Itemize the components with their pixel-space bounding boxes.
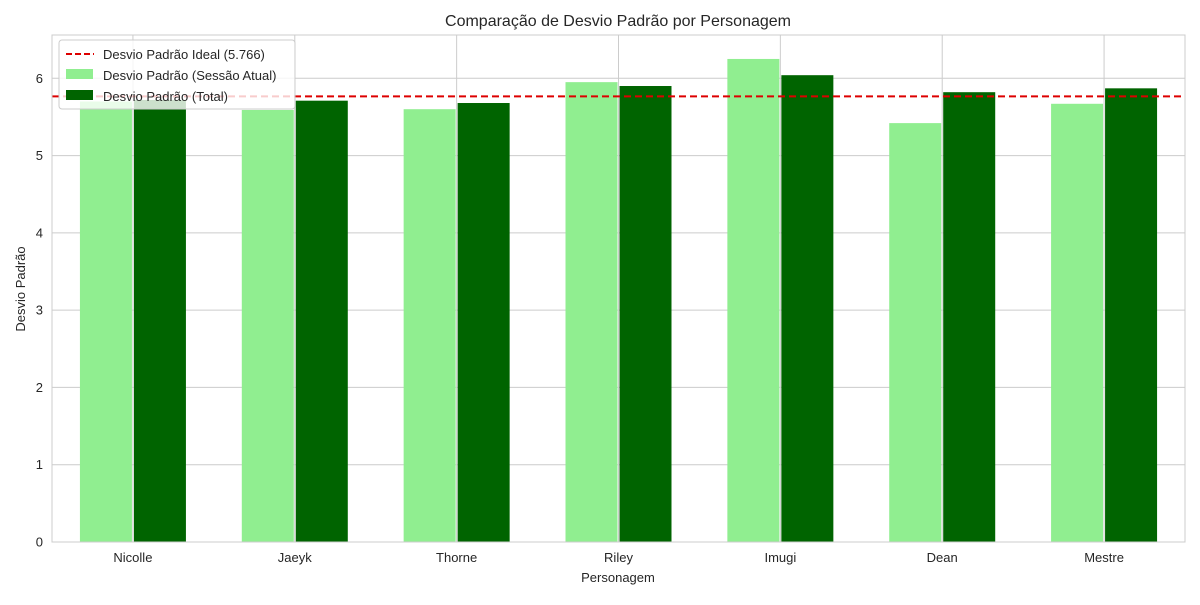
bars [79, 58, 1158, 543]
bar-series-1-nicolle [133, 99, 186, 543]
y-tick-label: 5 [36, 148, 43, 163]
y-tick-label: 6 [36, 71, 43, 86]
legend-label-reference: Desvio Padrão Ideal (5.766) [103, 47, 265, 62]
bar-series-1-dean [943, 92, 996, 542]
bar-series-1-thorne [457, 103, 510, 542]
x-tick-label: Riley [604, 550, 633, 565]
y-tick-label: 4 [36, 225, 43, 240]
bar-series-0-dean [889, 123, 942, 543]
chart-title: Comparação de Desvio Padrão por Personag… [445, 13, 791, 30]
x-tick-label: Jaeyk [278, 550, 312, 565]
x-tick-label: Mestre [1084, 550, 1124, 565]
bar-series-1-imugi [781, 75, 834, 542]
x-axis-label: Personagem [581, 570, 655, 585]
y-tick-label: 3 [36, 303, 43, 318]
axes: 0 1 2 3 4 5 6 Nicolle Jaeyk Thorne Riley Imugi Dean M… [36, 34, 1186, 565]
legend-label-series-0: Desvio Padrão (Sessão Atual) [103, 68, 276, 83]
bar-series-0-nicolle [79, 101, 132, 542]
grid [52, 35, 1185, 543]
bar-series-0-jaeyk [241, 109, 294, 542]
bar-series-1-jaeyk [295, 100, 348, 542]
legend-label-series-1: Desvio Padrão (Total) [103, 89, 228, 104]
legend-box [58, 39, 296, 110]
legend-swatch-series-0 [66, 69, 93, 79]
x-tick-label: Imugi [764, 550, 796, 565]
legend: Desvio Padrão Ideal (5.766) Desvio Padrã… [58, 39, 296, 110]
y-tick-label: 1 [36, 457, 43, 472]
x-tick-label: Dean [927, 550, 958, 565]
x-tick-label: Nicolle [113, 550, 152, 565]
bar-series-0-thorne [403, 109, 456, 542]
bar-series-1-riley [619, 86, 672, 542]
bar-series-0-mestre [1051, 103, 1104, 542]
y-tick-label: 0 [36, 535, 43, 550]
bar-series-0-imugi [727, 58, 780, 543]
bar-series-0-riley [565, 82, 618, 543]
plot-frame [51, 34, 1186, 543]
legend-swatch-series-1 [66, 90, 93, 100]
y-axis-label: Desvio Padrão [13, 246, 28, 331]
y-tick-label: 2 [36, 380, 43, 395]
bar-series-1-mestre [1105, 88, 1158, 542]
x-tick-label: Thorne [436, 550, 477, 565]
